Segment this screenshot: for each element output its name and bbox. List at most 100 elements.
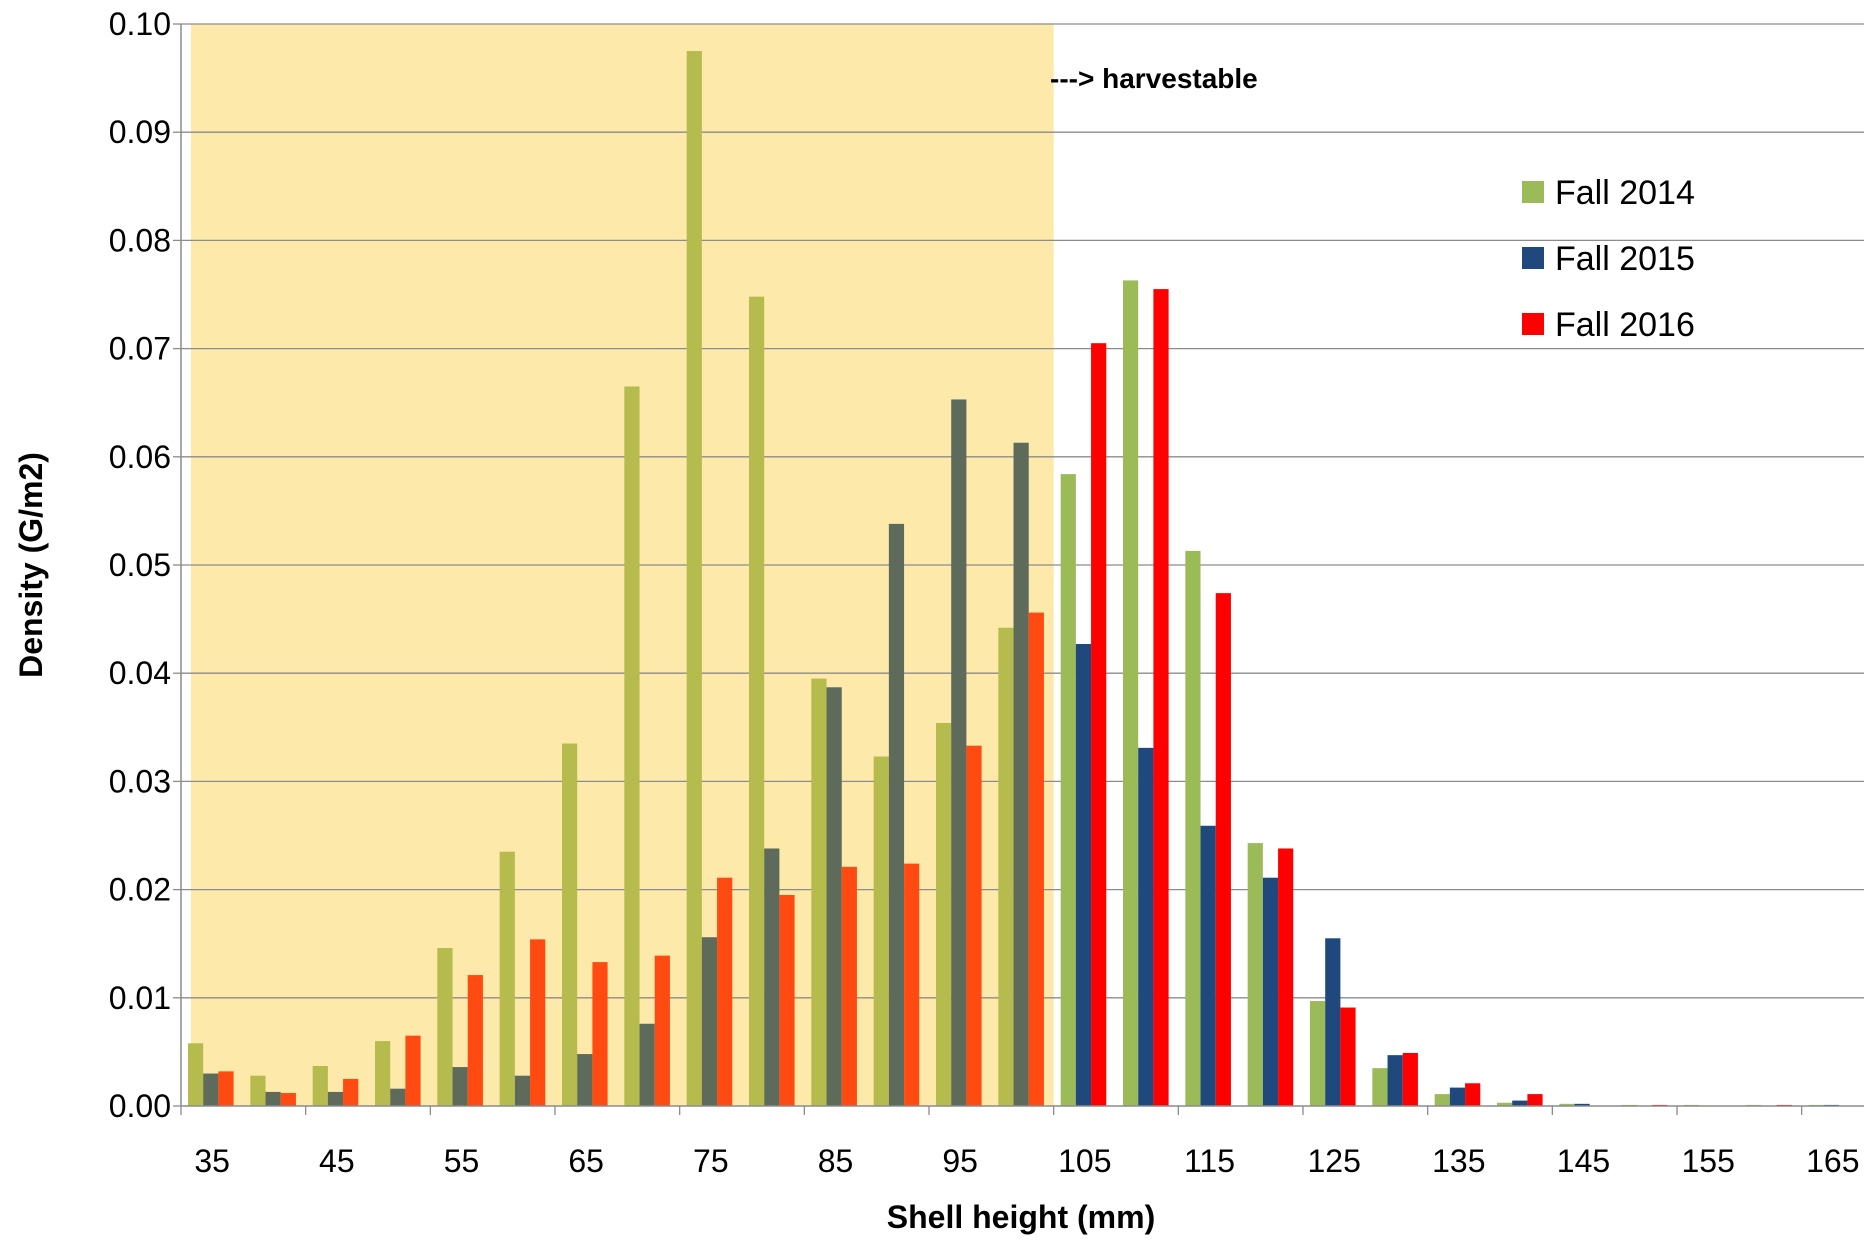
y-axis-title: Density (G/m2) bbox=[13, 452, 49, 678]
bar-fall-2016 bbox=[841, 866, 857, 1106]
y-tick-label: 0.00 bbox=[109, 1088, 171, 1124]
bar-fall-2015 bbox=[1075, 643, 1092, 1106]
bar-fall-2015 bbox=[514, 1075, 531, 1106]
bar-fall-2014 bbox=[811, 678, 827, 1106]
bar-fall-2015 bbox=[1387, 1055, 1403, 1106]
x-tick-label: 165 bbox=[1806, 1143, 1859, 1179]
x-axis-title: Shell height (mm) bbox=[887, 1199, 1155, 1235]
bar-fall-2015 bbox=[452, 1067, 468, 1106]
bar-fall-2015 bbox=[1200, 825, 1216, 1106]
bar-fall-2015 bbox=[1449, 1087, 1466, 1106]
bar-fall-2015 bbox=[639, 1023, 655, 1106]
bar-fall-2014 bbox=[562, 743, 578, 1106]
x-tick-label: 155 bbox=[1681, 1143, 1734, 1179]
x-tick-label: 105 bbox=[1058, 1143, 1111, 1179]
bar-fall-2014 bbox=[686, 51, 702, 1106]
bar-fall-2014 bbox=[1060, 474, 1076, 1106]
bar-fall-2014 bbox=[1310, 1001, 1326, 1106]
bar-fall-2014 bbox=[1559, 1103, 1575, 1106]
y-tick-label: 0.03 bbox=[109, 763, 171, 799]
legend: Fall 2014 Fall 2015 Fall 2016 bbox=[1522, 174, 1695, 344]
bar-fall-2015 bbox=[1013, 442, 1029, 1106]
bar-fall-2015 bbox=[390, 1088, 406, 1106]
bar-fall-2014 bbox=[936, 722, 952, 1106]
bar-fall-2014 bbox=[375, 1041, 391, 1106]
bar-fall-2015 bbox=[764, 848, 780, 1106]
bar-fall-2016 bbox=[779, 895, 795, 1106]
bar-fall-2015 bbox=[1325, 938, 1341, 1106]
bar-fall-2015 bbox=[701, 937, 718, 1106]
bar-fall-2014 bbox=[624, 386, 640, 1107]
bar-fall-2016 bbox=[1527, 1094, 1543, 1106]
legend-swatch-fall-2016 bbox=[1522, 313, 1544, 335]
bar-fall-2016 bbox=[904, 863, 920, 1106]
y-tick-label: 0.05 bbox=[109, 547, 171, 583]
bar-fall-2016 bbox=[1402, 1052, 1418, 1106]
bar-fall-2014 bbox=[1372, 1068, 1388, 1106]
bar-fall-2016 bbox=[405, 1035, 421, 1106]
bar-fall-2016 bbox=[1028, 612, 1044, 1106]
y-tick-label: 0.04 bbox=[109, 655, 171, 691]
bar-fall-2014 bbox=[1497, 1102, 1513, 1106]
x-tick-label: 55 bbox=[444, 1143, 480, 1179]
bar-fall-2015 bbox=[577, 1054, 593, 1106]
bar-fall-2014 bbox=[437, 948, 453, 1106]
bar-fall-2015 bbox=[1262, 877, 1279, 1106]
x-tick-label: 145 bbox=[1557, 1143, 1610, 1179]
bar-fall-2016 bbox=[218, 1071, 234, 1106]
legend-label-fall-2014: Fall 2014 bbox=[1555, 174, 1695, 212]
bar-fall-2014 bbox=[499, 851, 515, 1106]
bar-fall-2015 bbox=[826, 687, 842, 1106]
bar-fall-2015 bbox=[888, 523, 905, 1106]
bar-fall-2016 bbox=[1153, 289, 1169, 1107]
bar-fall-2016 bbox=[1340, 1007, 1356, 1106]
x-tick-label: 75 bbox=[693, 1143, 729, 1179]
legend-label-fall-2015: Fall 2015 bbox=[1555, 240, 1695, 278]
bar-fall-2016 bbox=[1215, 593, 1231, 1106]
bar-fall-2016 bbox=[343, 1078, 359, 1106]
bar-fall-2016 bbox=[1465, 1083, 1481, 1106]
legend-label-fall-2016: Fall 2016 bbox=[1555, 306, 1695, 344]
bar-fall-2015 bbox=[1574, 1103, 1590, 1106]
bar-fall-2016 bbox=[717, 877, 733, 1106]
legend-swatch-fall-2015 bbox=[1522, 247, 1544, 269]
bar-fall-2014 bbox=[749, 296, 765, 1106]
bar-fall-2016 bbox=[654, 955, 670, 1106]
bar-fall-2016 bbox=[280, 1093, 296, 1106]
bar-fall-2016 bbox=[592, 962, 608, 1106]
bar-fall-2014 bbox=[1247, 843, 1263, 1106]
bar-fall-2014 bbox=[312, 1065, 328, 1106]
x-tick-label: 35 bbox=[194, 1143, 230, 1179]
bar-fall-2016 bbox=[467, 975, 483, 1106]
y-tick-label: 0.07 bbox=[109, 331, 171, 367]
bar-fall-2016 bbox=[1278, 848, 1294, 1106]
y-tick-label: 0.01 bbox=[109, 980, 171, 1016]
x-tick-label: 135 bbox=[1432, 1143, 1485, 1179]
bar-fall-2014 bbox=[1185, 550, 1201, 1106]
bar-fall-2016 bbox=[530, 939, 546, 1106]
axes bbox=[180, 24, 1864, 1115]
y-tick-label: 0.09 bbox=[109, 114, 171, 150]
x-tick-label: 85 bbox=[818, 1143, 854, 1179]
bar-fall-2014 bbox=[873, 756, 889, 1106]
x-tick-label: 95 bbox=[942, 1143, 978, 1179]
bar-fall-2015 bbox=[1512, 1100, 1528, 1106]
x-tick-label: 115 bbox=[1184, 1143, 1235, 1179]
bar-fall-2016 bbox=[966, 745, 982, 1106]
bar-fall-2015 bbox=[203, 1073, 219, 1106]
y-tick-label: 0.06 bbox=[109, 439, 171, 475]
y-tick-label: 0.02 bbox=[109, 872, 171, 908]
bar-fall-2014 bbox=[998, 627, 1014, 1106]
y-tick-label: 0.08 bbox=[109, 222, 171, 258]
x-tick-label: 45 bbox=[319, 1143, 355, 1179]
bar-fall-2015 bbox=[951, 399, 967, 1107]
y-tick-label: 0.10 bbox=[109, 6, 171, 42]
x-tick-label: 65 bbox=[568, 1143, 604, 1179]
bar-fall-2015 bbox=[265, 1091, 281, 1106]
x-tick-label: 125 bbox=[1307, 1143, 1360, 1179]
bar-fall-2014 bbox=[1434, 1094, 1450, 1106]
bar-fall-2015 bbox=[1138, 747, 1154, 1106]
bars bbox=[188, 51, 1840, 1107]
harvestable-annotation: ---> harvestable bbox=[1050, 63, 1258, 94]
